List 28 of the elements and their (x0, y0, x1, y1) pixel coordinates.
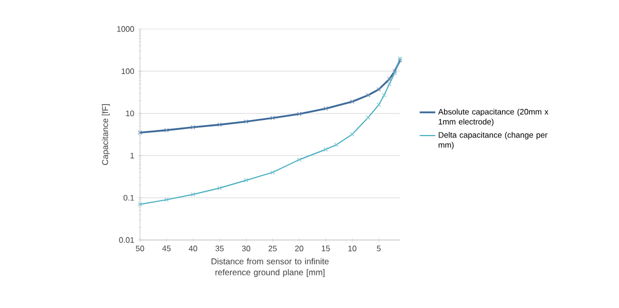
point (297, 158, 302, 162)
point (324, 147, 328, 152)
point (324, 106, 328, 111)
point (270, 116, 275, 120)
y-axis-title: Capacitance [fF] (102, 104, 110, 165)
point (164, 198, 169, 202)
point (217, 122, 222, 127)
point (387, 82, 392, 86)
point (164, 128, 169, 132)
point (244, 178, 248, 182)
point (297, 112, 302, 116)
point (350, 99, 354, 104)
line-series (139, 56, 402, 205)
line-series (139, 58, 402, 134)
point (387, 76, 392, 82)
point (382, 93, 386, 98)
x-axis-title: Distance from sensor to infinite reference ground plane [mm] (212, 258, 329, 277)
point (376, 87, 381, 92)
point (217, 186, 222, 190)
point (334, 142, 339, 148)
point (366, 115, 370, 120)
point (376, 102, 381, 107)
point (190, 125, 196, 130)
point (366, 93, 370, 98)
point (190, 192, 196, 197)
point (244, 119, 248, 124)
point (350, 132, 354, 136)
point (270, 170, 275, 175)
